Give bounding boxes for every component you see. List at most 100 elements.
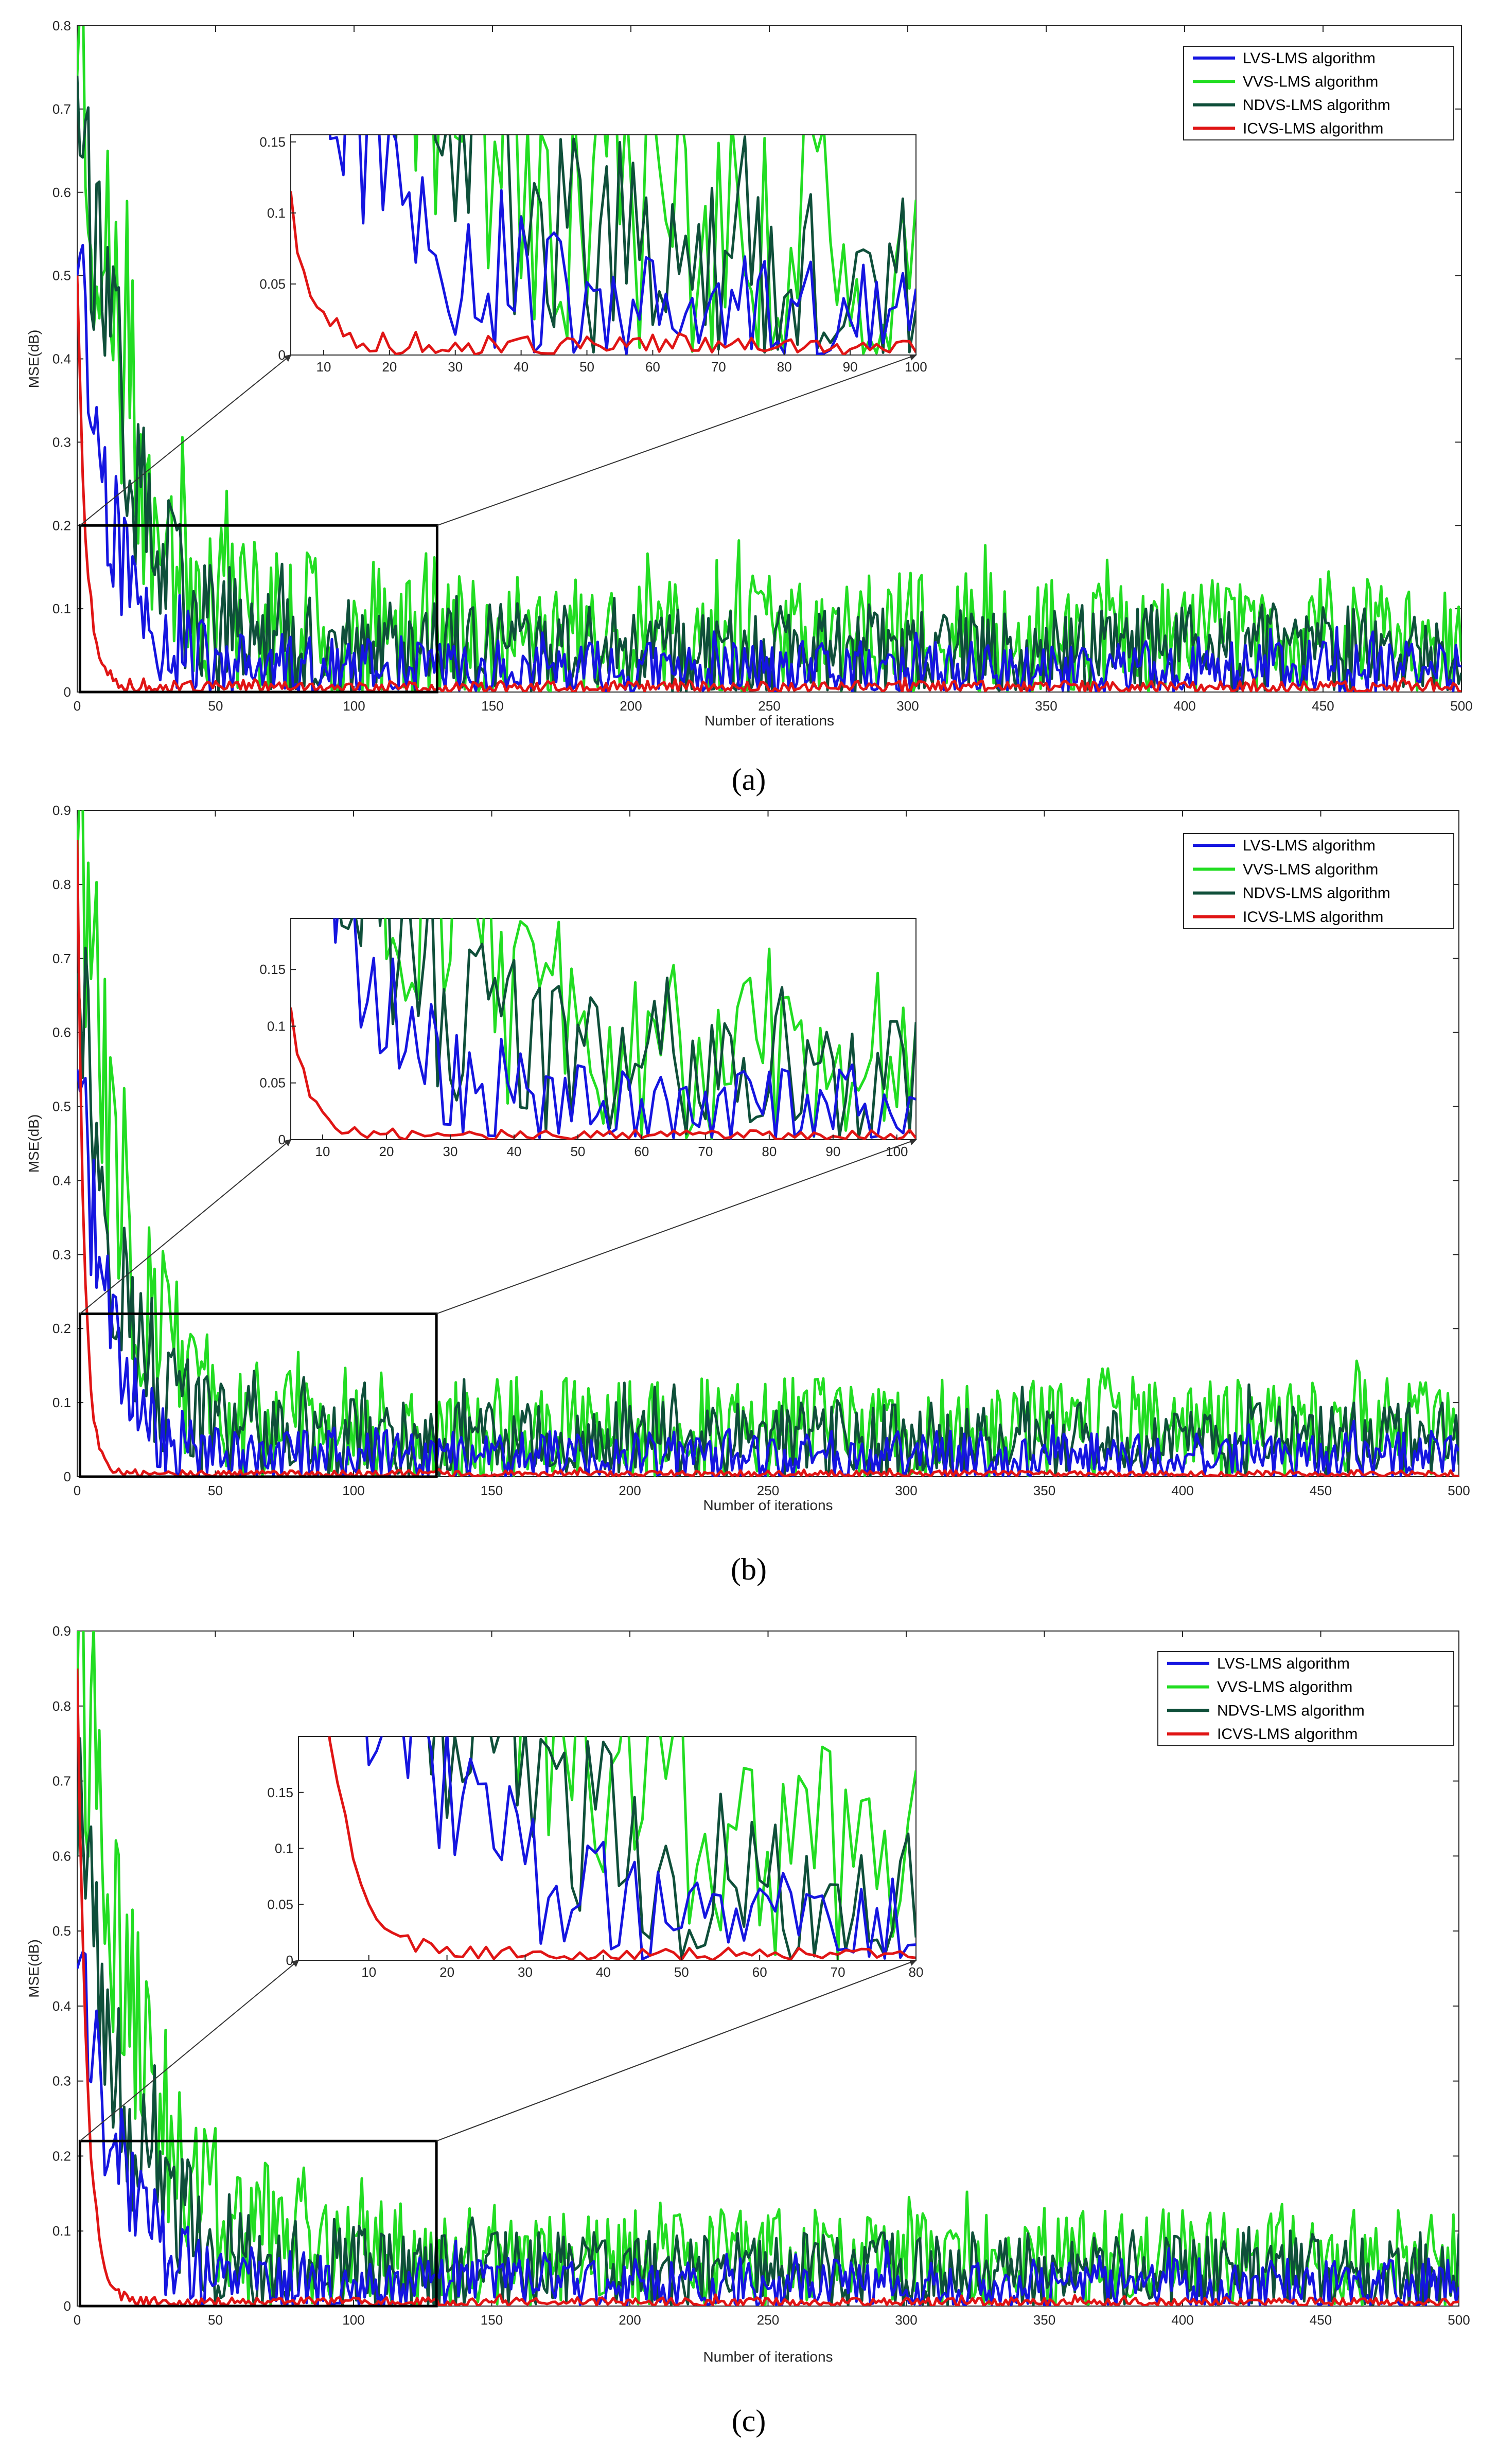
x-tick-label: 150 bbox=[481, 698, 503, 714]
legend-entry: VVS-LMS algorithm bbox=[1243, 861, 1378, 878]
zoom-connector-arrow bbox=[79, 1959, 299, 2142]
x-tick-label: 300 bbox=[896, 698, 919, 714]
inset-x-tick-label: 50 bbox=[674, 1964, 689, 1980]
series-line-lvs-lms-algorithm bbox=[77, 1069, 1459, 1477]
y-tick-label: 0 bbox=[64, 684, 71, 700]
zoom-connector-arrow bbox=[436, 1959, 917, 2142]
x-tick-label: 0 bbox=[74, 2312, 81, 2328]
y-tick-label: 0.2 bbox=[52, 2148, 71, 2164]
inset-chart: 10 20 30 40 50 60 70 80 90 100 0 0.05 0.1 0.15 bbox=[259, 134, 927, 375]
x-tick-label: 450 bbox=[1312, 698, 1334, 714]
inset-series-line-lvs-lms-algorithm bbox=[333, 918, 916, 1140]
series-line-ndvs-lms-algorithm bbox=[77, 1737, 1459, 2306]
inset-x-tick-label: 40 bbox=[506, 1144, 521, 1159]
chart-panel-b: 0 50 100 150 200 250 300 350 400 450 50000.10.20.3… bbox=[26, 803, 1470, 1586]
chart-panel-a: 0 50 100 150 200 250 300 350 400 450 50000.10.20.3… bbox=[26, 18, 1473, 796]
x-tick-label: 50 bbox=[208, 2312, 223, 2328]
series-line-icvs-lms-algorithm bbox=[77, 840, 1459, 1477]
legend: LVS-LMS algorithm VVS-LMS algorithm NDVS-L… bbox=[1183, 46, 1454, 140]
y-tick-label: 0.4 bbox=[52, 1998, 71, 2014]
panel-label: (a) bbox=[732, 763, 766, 796]
inset-plot-area bbox=[298, 1736, 917, 1961]
zoom-region-box bbox=[78, 524, 438, 694]
x-tick-label: 50 bbox=[208, 1483, 223, 1498]
legend: LVS-LMS algorithm VVS-LMS algorithm NDVS-L… bbox=[1183, 833, 1454, 929]
x-tick-label: 0 bbox=[74, 1483, 81, 1498]
legend-entry: ICVS-LMS algorithm bbox=[1243, 909, 1383, 926]
inset-x-tick-label: 30 bbox=[518, 1964, 533, 1980]
inset-series-line-vvs-lms-algorithm bbox=[513, 1736, 916, 1960]
inset-chart: 10 20 30 40 50 60 70 80 90 100 0 0.05 0.1 0.15 bbox=[259, 918, 917, 1159]
inset-x-tick-label: 50 bbox=[579, 359, 594, 375]
inset-x-tick-label: 20 bbox=[379, 1144, 394, 1159]
x-tick-label: 350 bbox=[1033, 1483, 1055, 1498]
x-tick-label: 500 bbox=[1450, 698, 1472, 714]
inset-x-tick-label: 20 bbox=[382, 359, 397, 375]
y-axis-label: MSE(dB) bbox=[26, 1939, 42, 1998]
inset-x-tick-label: 90 bbox=[825, 1144, 840, 1159]
y-tick-label: 0.6 bbox=[52, 1025, 71, 1040]
y-tick-label: 0.9 bbox=[52, 803, 71, 818]
inset-x-tick-label: 90 bbox=[843, 359, 858, 375]
legend-entry: NDVS-LMS algorithm bbox=[1243, 885, 1390, 902]
y-tick-label: 0 bbox=[64, 2298, 71, 2314]
inset-x-tick-label: 10 bbox=[316, 359, 331, 375]
legend-entry: LVS-LMS algorithm bbox=[1243, 837, 1376, 854]
y-axis-label: MSE(dB) bbox=[26, 1114, 42, 1173]
zoom-region-box bbox=[78, 1312, 438, 1478]
y-tick-label: 0.3 bbox=[52, 434, 71, 450]
y-tick-label: 0.8 bbox=[52, 1698, 71, 1714]
y-tick-label: 0.5 bbox=[52, 268, 71, 283]
inset-series-line-icvs-lms-algorithm bbox=[291, 1007, 916, 1140]
legend-box bbox=[1183, 833, 1454, 929]
legend-entry: ICVS-LMS algorithm bbox=[1217, 1726, 1358, 1743]
x-tick-label: 0 bbox=[74, 698, 81, 714]
inset-x-tick-label: 10 bbox=[361, 1964, 376, 1980]
x-tick-label: 400 bbox=[1171, 1483, 1193, 1498]
legend: LVS-LMS algorithm VVS-LMS algorithm NDVS-L… bbox=[1157, 1651, 1454, 1746]
inset-series-line-lvs-lms-algorithm bbox=[365, 1736, 916, 1960]
legend-box bbox=[1157, 1651, 1454, 1746]
y-tick-label: 0.7 bbox=[52, 101, 71, 117]
inset-x-tick-label: 60 bbox=[645, 359, 660, 375]
y-tick-label: 0.8 bbox=[52, 877, 71, 892]
x-tick-label: 50 bbox=[208, 698, 223, 714]
y-tick-label: 0.1 bbox=[52, 1395, 71, 1410]
x-tick-label: 350 bbox=[1035, 698, 1057, 714]
x-axis-label: Number of iterations bbox=[703, 1497, 833, 1513]
chart-panel-c: 0 50 100 150 200 250 300 350 400 450 50000.10.20.3… bbox=[26, 1623, 1470, 2438]
panel-label: (c) bbox=[732, 2404, 766, 2438]
x-tick-label: 250 bbox=[758, 698, 780, 714]
x-tick-label: 150 bbox=[481, 1483, 503, 1498]
panel-label: (b) bbox=[731, 1552, 767, 1586]
x-axis-label: Number of iterations bbox=[703, 2349, 833, 2365]
inset-chart: 10 20 30 40 50 60 70 80 0 0.05 0.1 0.15 bbox=[267, 1736, 923, 1980]
x-tick-label: 450 bbox=[1310, 1483, 1332, 1498]
legend-entry: ICVS-LMS algorithm bbox=[1243, 120, 1383, 137]
y-tick-label: 0 bbox=[64, 1469, 71, 1484]
legend-entry: LVS-LMS algorithm bbox=[1217, 1655, 1350, 1672]
series-line-lvs-lms-algorithm bbox=[77, 243, 1461, 692]
legend-entry: NDVS-LMS algorithm bbox=[1217, 1702, 1365, 1719]
x-tick-label: 200 bbox=[620, 698, 642, 714]
legend-entry: NDVS-LMS algorithm bbox=[1243, 97, 1390, 114]
zoom-connector-arrow bbox=[437, 353, 917, 526]
x-tick-label: 100 bbox=[342, 1483, 364, 1498]
x-tick-label: 350 bbox=[1033, 2312, 1055, 2328]
inset-x-tick-label: 10 bbox=[315, 1144, 330, 1159]
inset-x-tick-label: 30 bbox=[448, 359, 463, 375]
x-axis-label: Number of iterations bbox=[704, 713, 834, 729]
inset-y-tick-label: 0 bbox=[286, 1953, 293, 1968]
inset-x-tick-label: 70 bbox=[698, 1144, 713, 1159]
inset-x-tick-label: 100 bbox=[886, 1144, 908, 1159]
inset-x-tick-label: 60 bbox=[752, 1964, 767, 1980]
inset-x-tick-label: 80 bbox=[777, 359, 792, 375]
x-tick-label: 500 bbox=[1448, 1483, 1470, 1498]
y-tick-label: 0.6 bbox=[52, 185, 71, 200]
zoom-connector-arrow bbox=[436, 1138, 917, 1315]
inset-x-tick-label: 70 bbox=[711, 359, 726, 375]
inset-x-tick-label: 50 bbox=[570, 1144, 585, 1159]
legend-box bbox=[1183, 46, 1454, 140]
inset-y-tick-label: 0.05 bbox=[267, 1896, 293, 1912]
